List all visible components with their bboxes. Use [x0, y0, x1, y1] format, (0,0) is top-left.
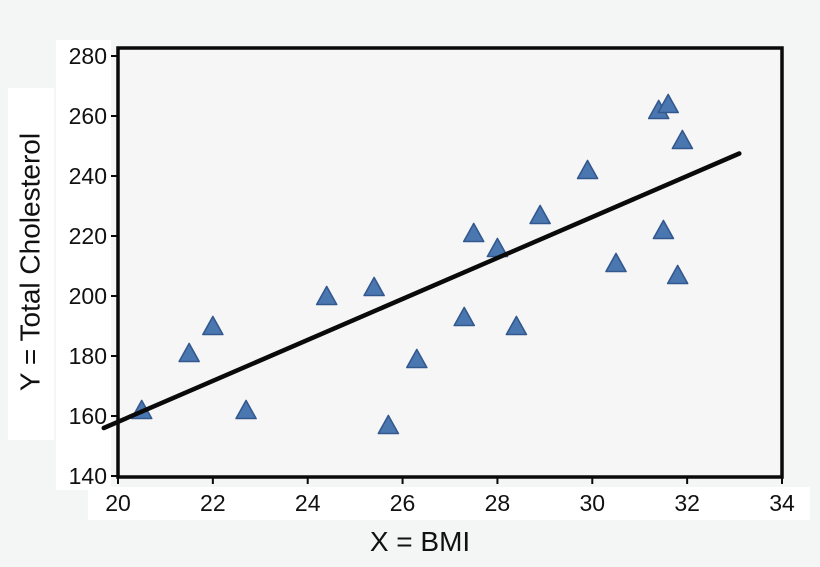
data-point-marker [529, 204, 551, 225]
data-point-marker [406, 348, 428, 369]
x-tick-label: 26 [390, 490, 416, 516]
y-tick-label: 220 [69, 223, 107, 249]
y-tick-label: 140 [69, 463, 107, 489]
x-tick-label: 20 [105, 490, 131, 516]
plot-area [118, 48, 782, 477]
y-tick-label: 280 [69, 43, 107, 69]
y-axis-title: Y = Total Cholesterol [15, 133, 46, 391]
x-tick-label: 30 [579, 490, 605, 516]
data-point-marker [315, 285, 338, 306]
x-tick-label: 24 [295, 490, 321, 516]
x-tick-label: 32 [674, 490, 700, 516]
data-point-marker [178, 342, 200, 363]
y-tick-label: 200 [69, 283, 107, 309]
data-point-marker [202, 315, 224, 336]
data-point-marker [462, 222, 485, 243]
y-tick-label: 160 [69, 403, 107, 429]
trend-line [101, 151, 742, 431]
y-tick-backing [56, 40, 111, 490]
x-tick-label: 28 [485, 490, 511, 516]
data-point-marker [377, 414, 400, 435]
y-tick-label: 180 [69, 343, 107, 369]
x-tick-backing [88, 487, 810, 520]
data-point-marker [363, 276, 385, 297]
data-point-marker [652, 219, 675, 240]
data-point-marker [576, 159, 599, 180]
x-tick-label: 22 [200, 490, 226, 516]
plot-border [116, 46, 784, 479]
data-point-marker [605, 252, 627, 273]
y-tick-label: 240 [69, 163, 107, 189]
y-title-backing [8, 88, 54, 440]
data-point-marker [505, 315, 528, 336]
data-point-marker [666, 264, 689, 285]
x-axis-title: X = BMI [370, 526, 470, 557]
data-point-marker [657, 93, 679, 114]
data-point-marker [453, 306, 476, 327]
x-tick-label: 34 [769, 490, 795, 516]
data-point-marker [671, 129, 694, 150]
y-tick-label: 260 [69, 103, 107, 129]
data-point-marker [235, 399, 257, 420]
